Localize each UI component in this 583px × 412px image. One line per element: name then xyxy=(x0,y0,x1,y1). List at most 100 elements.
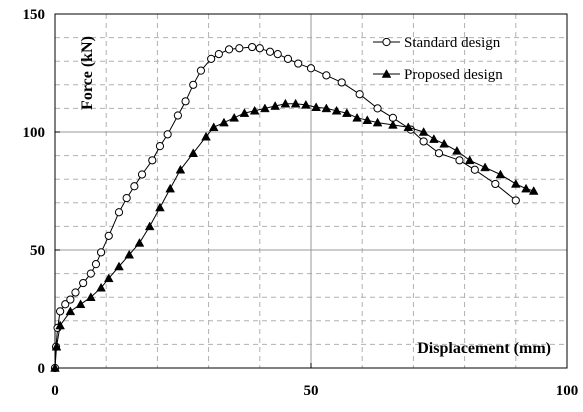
data-point xyxy=(528,186,539,195)
data-point xyxy=(65,306,76,316)
data-point xyxy=(165,183,176,193)
data-point xyxy=(280,98,291,108)
data-point xyxy=(331,105,342,115)
data-point xyxy=(273,50,282,59)
data-point xyxy=(306,64,316,73)
data-point xyxy=(321,103,332,113)
data-point xyxy=(419,137,428,146)
legend-entry-proposed-design: Proposed design xyxy=(373,67,503,83)
data-point xyxy=(130,182,139,191)
data-point xyxy=(455,156,464,165)
data-point xyxy=(103,273,114,283)
data-point xyxy=(224,45,234,54)
data-point xyxy=(163,130,172,139)
series-line xyxy=(54,103,534,369)
data-point xyxy=(255,44,264,53)
series-line xyxy=(54,46,517,369)
data-point xyxy=(480,162,490,172)
data-point xyxy=(148,156,157,165)
y-tick-label: 50 xyxy=(30,243,45,259)
data-point xyxy=(214,50,223,59)
data-point xyxy=(372,117,383,127)
data-point xyxy=(114,208,124,217)
data-point xyxy=(75,299,86,309)
y-tick-label: 0 xyxy=(38,361,46,377)
data-point xyxy=(239,108,250,117)
legend-marker xyxy=(382,37,391,47)
data-point xyxy=(495,169,506,179)
data-point xyxy=(91,260,101,269)
data-point xyxy=(265,47,275,56)
data-point xyxy=(434,149,444,158)
y-tick-label: 100 xyxy=(23,125,46,141)
data-point xyxy=(429,134,439,143)
data-point xyxy=(511,196,520,205)
data-point xyxy=(96,248,106,257)
legend-entry-standard-design: Standard design xyxy=(373,35,501,51)
data-point xyxy=(521,183,531,193)
data-point xyxy=(510,179,521,188)
data-point xyxy=(388,120,398,129)
series-proposed-design xyxy=(50,98,539,372)
data-point xyxy=(86,269,95,278)
data-point xyxy=(373,104,382,113)
data-point xyxy=(362,115,373,124)
data-point xyxy=(155,202,165,212)
data-point xyxy=(124,249,135,259)
data-point xyxy=(235,44,244,53)
data-point xyxy=(283,54,293,63)
x-tick-label: 0 xyxy=(51,383,59,399)
data-point xyxy=(452,145,462,155)
data-point xyxy=(66,295,75,304)
data-point xyxy=(311,102,321,111)
legend: Standard design Proposed design xyxy=(373,35,503,83)
data-point xyxy=(439,138,449,148)
data-point xyxy=(122,193,131,203)
data-point xyxy=(301,99,311,109)
data-point xyxy=(355,90,364,99)
data-point xyxy=(61,300,70,309)
axis-tick-labels: 0 50 100 0 50 100 150 xyxy=(23,7,579,399)
data-point xyxy=(79,278,88,288)
data-point xyxy=(189,80,198,89)
data-point xyxy=(337,78,346,87)
data-point xyxy=(188,148,199,158)
y-tick-label: 150 xyxy=(23,7,46,23)
data-point xyxy=(403,122,414,132)
x-tick-label: 100 xyxy=(556,383,579,399)
data-point xyxy=(71,288,80,297)
series-layer xyxy=(50,42,539,373)
data-point xyxy=(51,341,62,351)
data-point xyxy=(418,127,429,136)
data-point xyxy=(464,155,475,165)
data-point xyxy=(144,221,155,231)
data-point xyxy=(270,101,280,110)
data-point xyxy=(181,97,190,106)
data-point xyxy=(175,164,186,174)
data-point xyxy=(219,117,229,127)
data-point xyxy=(96,282,106,292)
major-gridlines xyxy=(55,14,567,368)
data-point xyxy=(491,179,500,189)
data-point xyxy=(137,170,147,179)
data-point xyxy=(352,112,362,122)
data-point xyxy=(55,320,65,330)
data-point xyxy=(104,231,113,240)
data-point xyxy=(155,142,165,151)
data-point xyxy=(342,108,352,117)
data-point xyxy=(56,307,65,316)
data-point xyxy=(249,105,260,115)
data-point xyxy=(290,98,301,108)
data-point xyxy=(134,238,145,247)
data-point xyxy=(86,292,96,301)
data-point xyxy=(50,363,60,372)
data-point xyxy=(201,131,211,141)
series-standard-design xyxy=(50,42,520,373)
x-tick-label: 50 xyxy=(304,383,319,399)
data-point xyxy=(470,165,479,174)
data-point xyxy=(173,111,182,120)
data-point xyxy=(294,59,303,68)
y-axis-title: Force (kN) xyxy=(79,36,96,110)
